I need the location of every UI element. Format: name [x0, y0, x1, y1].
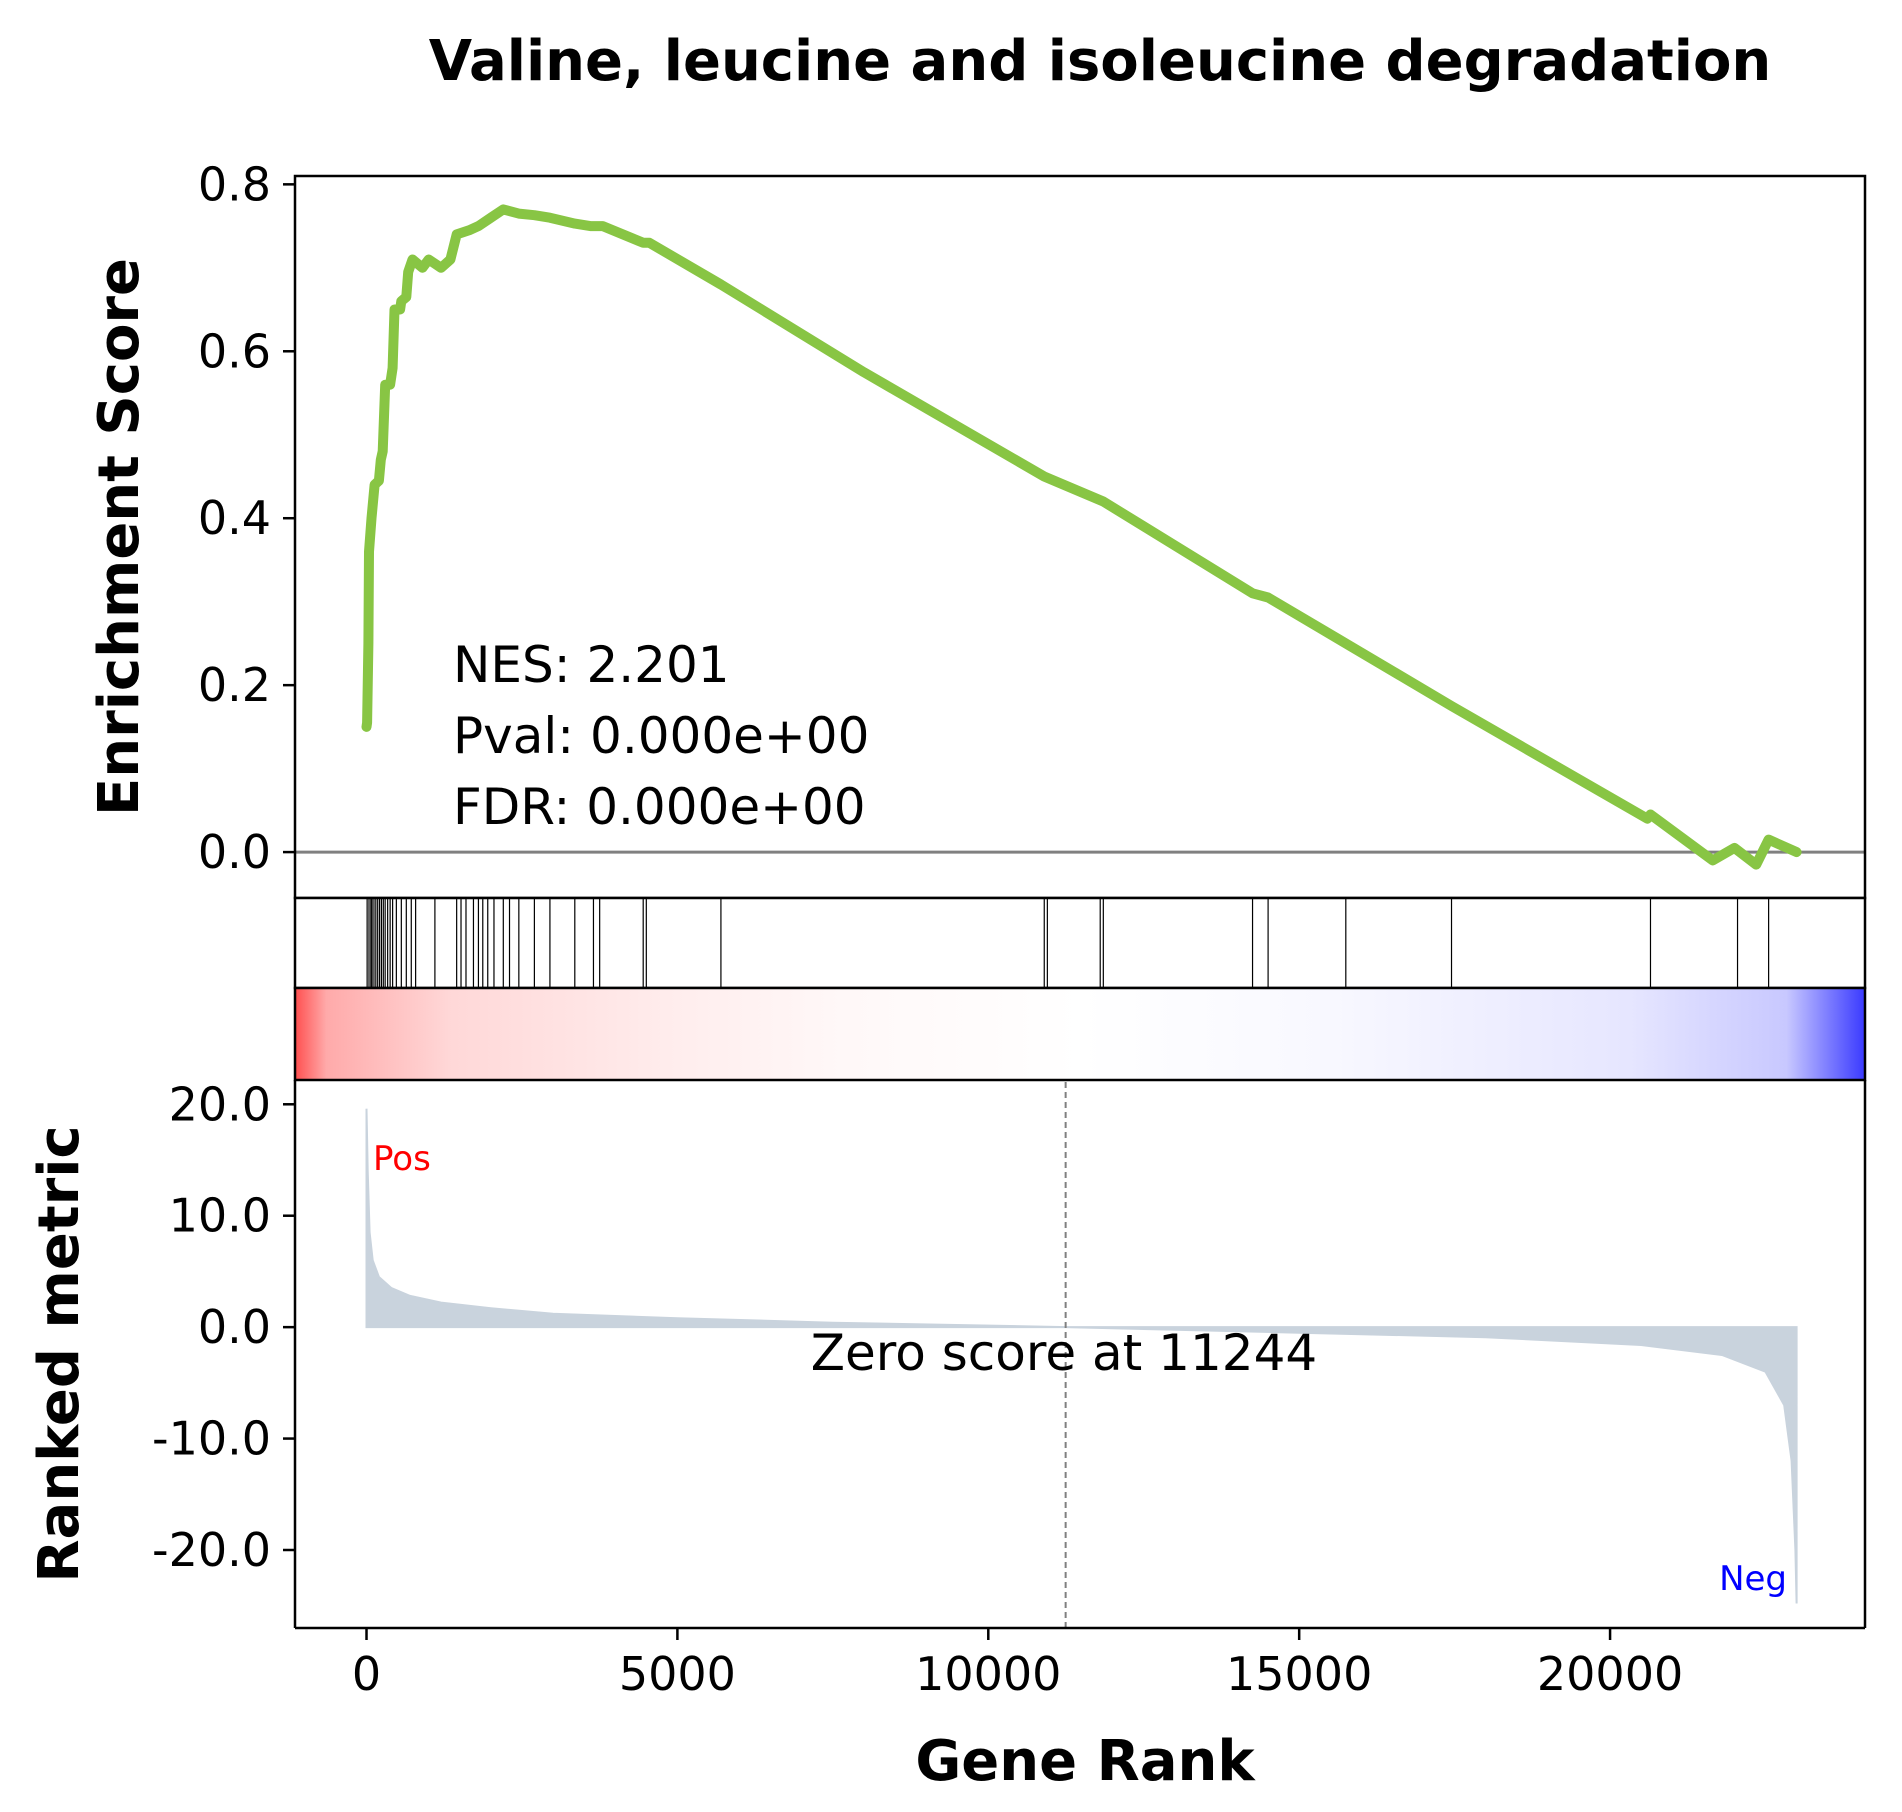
hits-panel-background: [295, 898, 1865, 988]
x-tick-label: 10000: [915, 1647, 1061, 1701]
es-curve: [361, 204, 1802, 870]
x-tick-label: 15000: [1226, 1647, 1372, 1701]
es-curve-group: [361, 204, 1802, 870]
es-tick-label: 0.0: [198, 825, 271, 879]
es-axis-label: Enrichment Score: [87, 258, 152, 816]
es-panel-background: [295, 176, 1865, 898]
x-axis-ticks: 0 5000 10000 15000 20000: [352, 1628, 1683, 1701]
x-tick-label: 5000: [619, 1647, 736, 1701]
rank-tick-label: -10.0: [152, 1412, 271, 1466]
pval-stat: Pval: 0.000e+00: [453, 707, 869, 765]
neg-label: Neg: [1719, 1559, 1787, 1599]
fdr-stat: FDR: 0.000e+00: [453, 778, 866, 836]
rank-tick-label: 0.0: [198, 1300, 271, 1354]
pos-label: Pos: [373, 1139, 431, 1179]
rank-axis-label: Ranked metric: [27, 1125, 92, 1582]
rank-tick-label: 20.0: [169, 1077, 271, 1131]
rank-axis-ticks: 20.0 10.0 0.0 -10.0 -20.0: [152, 1077, 295, 1577]
x-tick-label: 0: [352, 1647, 381, 1701]
chart-title: Valine, leucine and isoleucine degradati…: [429, 29, 1772, 94]
ranked-metric-area: [365, 1108, 1798, 1604]
rank-heatmap-frame: [293, 986, 1867, 1082]
nes-stat: NES: 2.201: [453, 636, 730, 694]
hits-group: [366, 898, 1770, 988]
ranked-metric-group: [365, 1108, 1798, 1604]
es-tick-label: 0.4: [198, 491, 271, 545]
zero-score-label: Zero score at 11244: [811, 1324, 1317, 1382]
x-tick-label: 20000: [1537, 1647, 1683, 1701]
rank-tick-label: 10.0: [169, 1189, 271, 1243]
rank-tick-label: -20.0: [152, 1523, 271, 1577]
x-axis-label: Gene Rank: [915, 1729, 1256, 1794]
es-axis-ticks: 0.0 0.2 0.4 0.6 0.8: [198, 157, 295, 879]
es-tick-label: 0.8: [198, 157, 271, 211]
es-tick-label: 0.2: [198, 658, 271, 712]
es-tick-label: 0.6: [198, 324, 271, 378]
rank-heatmap-bar: [295, 988, 1865, 1080]
